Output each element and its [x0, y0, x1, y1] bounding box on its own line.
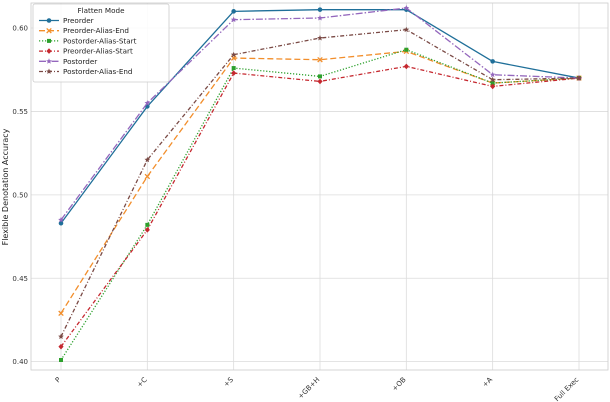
data-point	[490, 81, 495, 86]
legend-swatch-marker	[46, 18, 52, 23]
legend-item: Preorder-Alias-End	[39, 26, 129, 35]
series-preorder	[58, 7, 582, 226]
series	[58, 5, 582, 362]
data-point	[58, 343, 64, 350]
legend-swatch-marker	[46, 68, 52, 74]
y-tick-label: 0.55	[12, 108, 28, 116]
data-point	[317, 35, 323, 41]
data-point	[58, 333, 64, 340]
data-point	[58, 310, 64, 317]
legend-label: Preorder-Alias-Start	[63, 47, 133, 56]
data-point	[489, 71, 496, 78]
legend-swatch-marker	[46, 27, 52, 34]
legend-label: Postorder-Alias-Start	[63, 36, 137, 45]
legend-item: Postorder-Alias-End	[39, 67, 133, 76]
legend-swatch-marker	[46, 48, 52, 54]
legend-swatch-marker	[46, 58, 52, 64]
data-point	[59, 357, 63, 362]
data-point	[144, 227, 150, 233]
legend-label: Postorder-Alias-End	[63, 67, 133, 76]
data-point	[58, 216, 64, 223]
legend-item: Postorder	[39, 57, 97, 66]
data-point	[403, 63, 409, 70]
legend-item: Preorder	[39, 16, 94, 25]
data-point	[145, 222, 150, 227]
legend-label: Postorder	[63, 57, 97, 66]
data-point	[58, 220, 64, 226]
x-tick-label: P	[54, 376, 63, 385]
legend-items: PreorderPreorder-Alias-EndPostorder-Alia…	[39, 16, 137, 76]
data-point	[317, 78, 323, 85]
grid	[31, 3, 608, 370]
data-point	[144, 156, 151, 163]
data-point	[231, 70, 237, 76]
data-point	[230, 51, 237, 58]
y-tick-label: 0.60	[12, 25, 28, 33]
y-ticks: 0.40 0.45 0.50 0.55 0.60	[12, 25, 28, 367]
series-preorder-alias-start	[58, 63, 582, 350]
plot-frame	[30, 2, 609, 371]
series-postorder-alias-end	[58, 26, 582, 340]
data-point	[403, 26, 410, 33]
y-tick-label: 0.45	[12, 275, 28, 283]
data-point	[144, 100, 151, 106]
data-point	[490, 83, 496, 90]
y-axis-label: Flexible Denotation Accuracy	[1, 128, 10, 245]
data-point	[404, 47, 409, 52]
legend: Flatten Mode PreorderPreorder-Alias-EndP…	[32, 3, 170, 83]
data-point	[403, 5, 410, 11]
data-point	[490, 59, 495, 64]
data-point	[317, 7, 323, 12]
legend-item: Postorder-Alias-Start	[39, 36, 137, 45]
data-point	[317, 15, 323, 21]
legend-title: Flatten Mode	[77, 6, 125, 15]
y-tick-label: 0.50	[12, 191, 28, 199]
data-point	[144, 173, 151, 180]
data-point	[318, 74, 322, 79]
data-point	[230, 16, 237, 23]
legend-item: Preorder-Alias-Start	[39, 47, 133, 56]
y-tick-label: 0.40	[12, 358, 28, 366]
data-point	[317, 56, 323, 63]
data-point	[231, 9, 236, 14]
legend-label: Preorder-Alias-End	[63, 26, 129, 35]
legend-swatch-marker	[47, 38, 51, 43]
data-point	[576, 75, 582, 81]
data-point	[231, 66, 236, 71]
legend-label: Preorder	[63, 16, 94, 25]
data-point	[489, 76, 496, 83]
legend-box	[32, 3, 170, 83]
